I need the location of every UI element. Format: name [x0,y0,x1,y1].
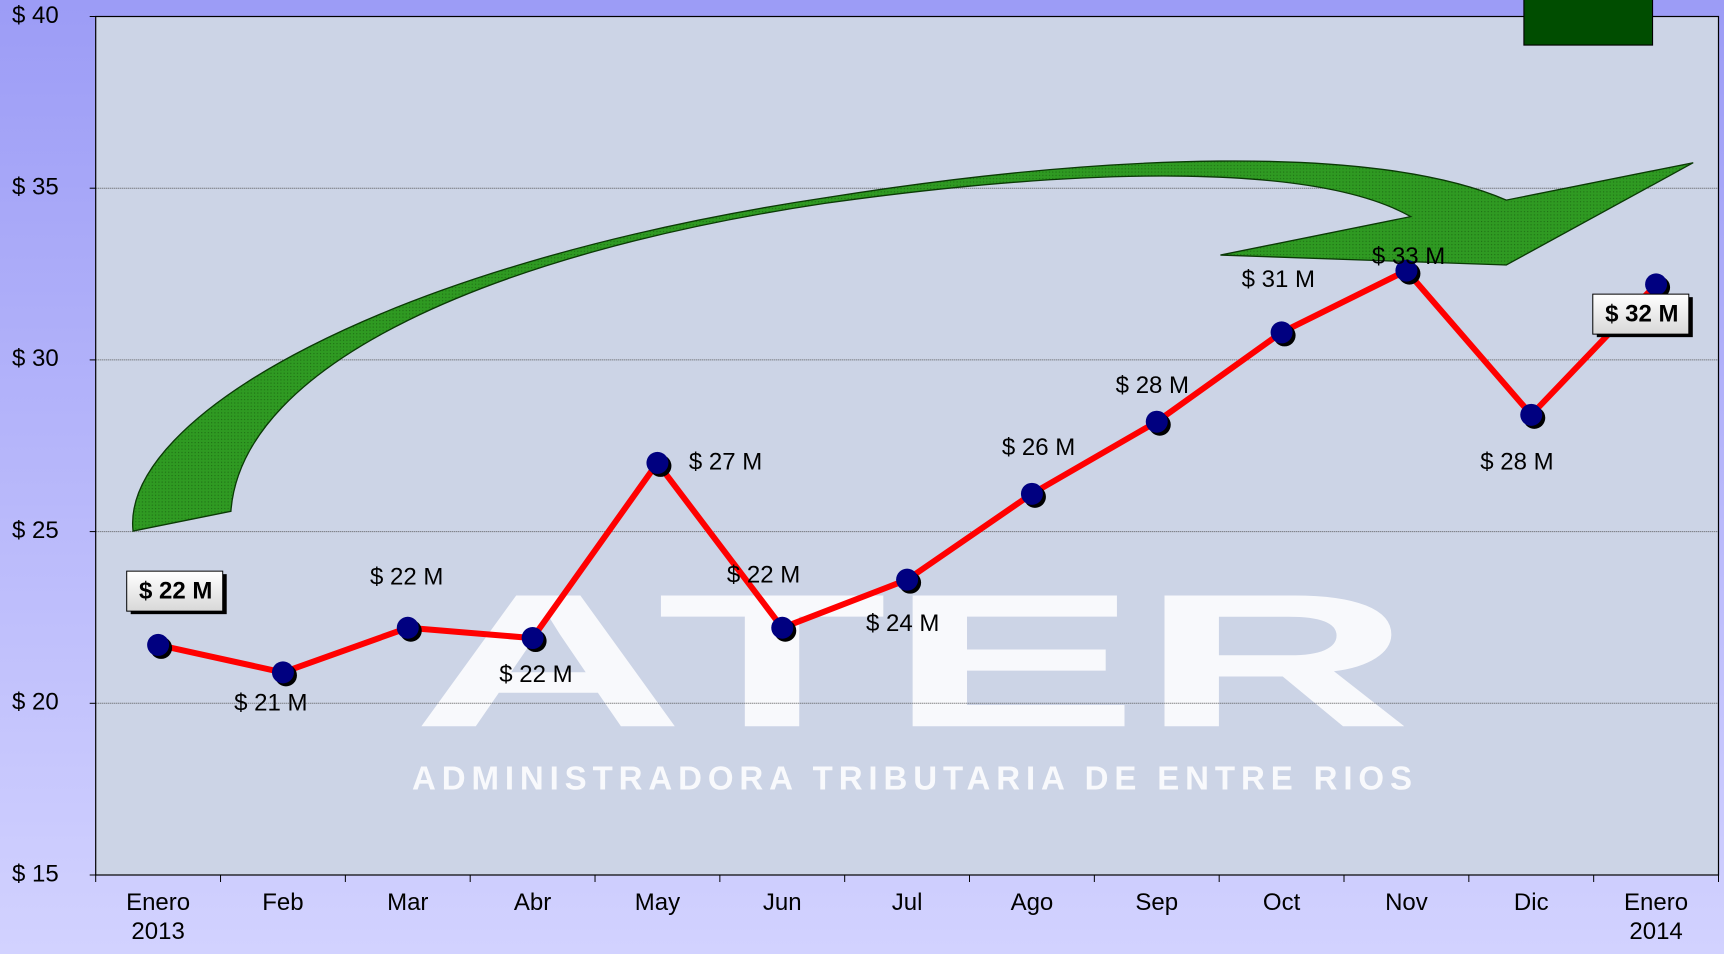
marker [896,568,919,591]
marker [1645,273,1668,296]
x-tick-label: Dic [1513,889,1549,916]
x-tick-label: Ago [1010,889,1054,916]
value-label: $ 28 M [1480,449,1553,476]
x-tick-label: Abr [513,889,552,916]
marker [147,633,170,656]
value-label: $ 22 M [499,661,572,688]
marker [1395,259,1418,282]
y-tick-label: $ 25 [12,517,59,544]
value-label: $ 27 M [689,448,762,475]
x-tick-label: Feb [262,889,304,916]
x-tick-label: Enero 2014 [1624,889,1689,945]
x-tick-label: Mar [387,889,429,916]
marker [521,627,544,650]
y-tick-label: $ 30 [12,345,59,372]
y-tick-label: $ 40 [12,2,59,29]
marker [1020,482,1043,505]
x-tick-label: Enero 2013 [126,889,191,945]
marker [396,616,419,639]
y-tick-label: $ 15 [12,860,59,887]
marker [271,661,294,684]
value-label: $ 24 M [866,610,939,637]
marker [1270,321,1293,344]
label-box [1592,293,1690,335]
x-tick-label: Nov [1385,889,1428,916]
plot-area [95,16,1719,875]
marker [646,451,669,474]
x-tick-label: Jul [891,889,923,916]
value-label: $ 32 M [1605,300,1678,327]
value-label: $ 33 M [1372,243,1445,270]
marker [771,616,794,639]
value-label: $ 31 M [1242,266,1315,293]
value-label: $ 28 M [1116,372,1189,399]
x-tick-label: Sep [1135,889,1179,916]
marker [1145,410,1168,433]
y-tick-label: $ 20 [12,689,59,716]
x-tick-label: May [634,889,681,916]
value-label: $ 26 M [1002,434,1075,461]
value-label: $ 22 M [370,564,443,591]
value-label: $ 22 M [727,561,800,588]
x-tick-label: Jun [762,889,802,916]
marker [1520,403,1543,426]
plot-border [95,15,1720,876]
arrow [132,0,1694,532]
value-label: $ 22 M [139,577,212,604]
value-label: $ 21 M [234,690,307,717]
y-tick-label: $ 35 [12,174,59,201]
x-tick-label: Oct [1262,889,1301,916]
label-box [126,570,224,612]
